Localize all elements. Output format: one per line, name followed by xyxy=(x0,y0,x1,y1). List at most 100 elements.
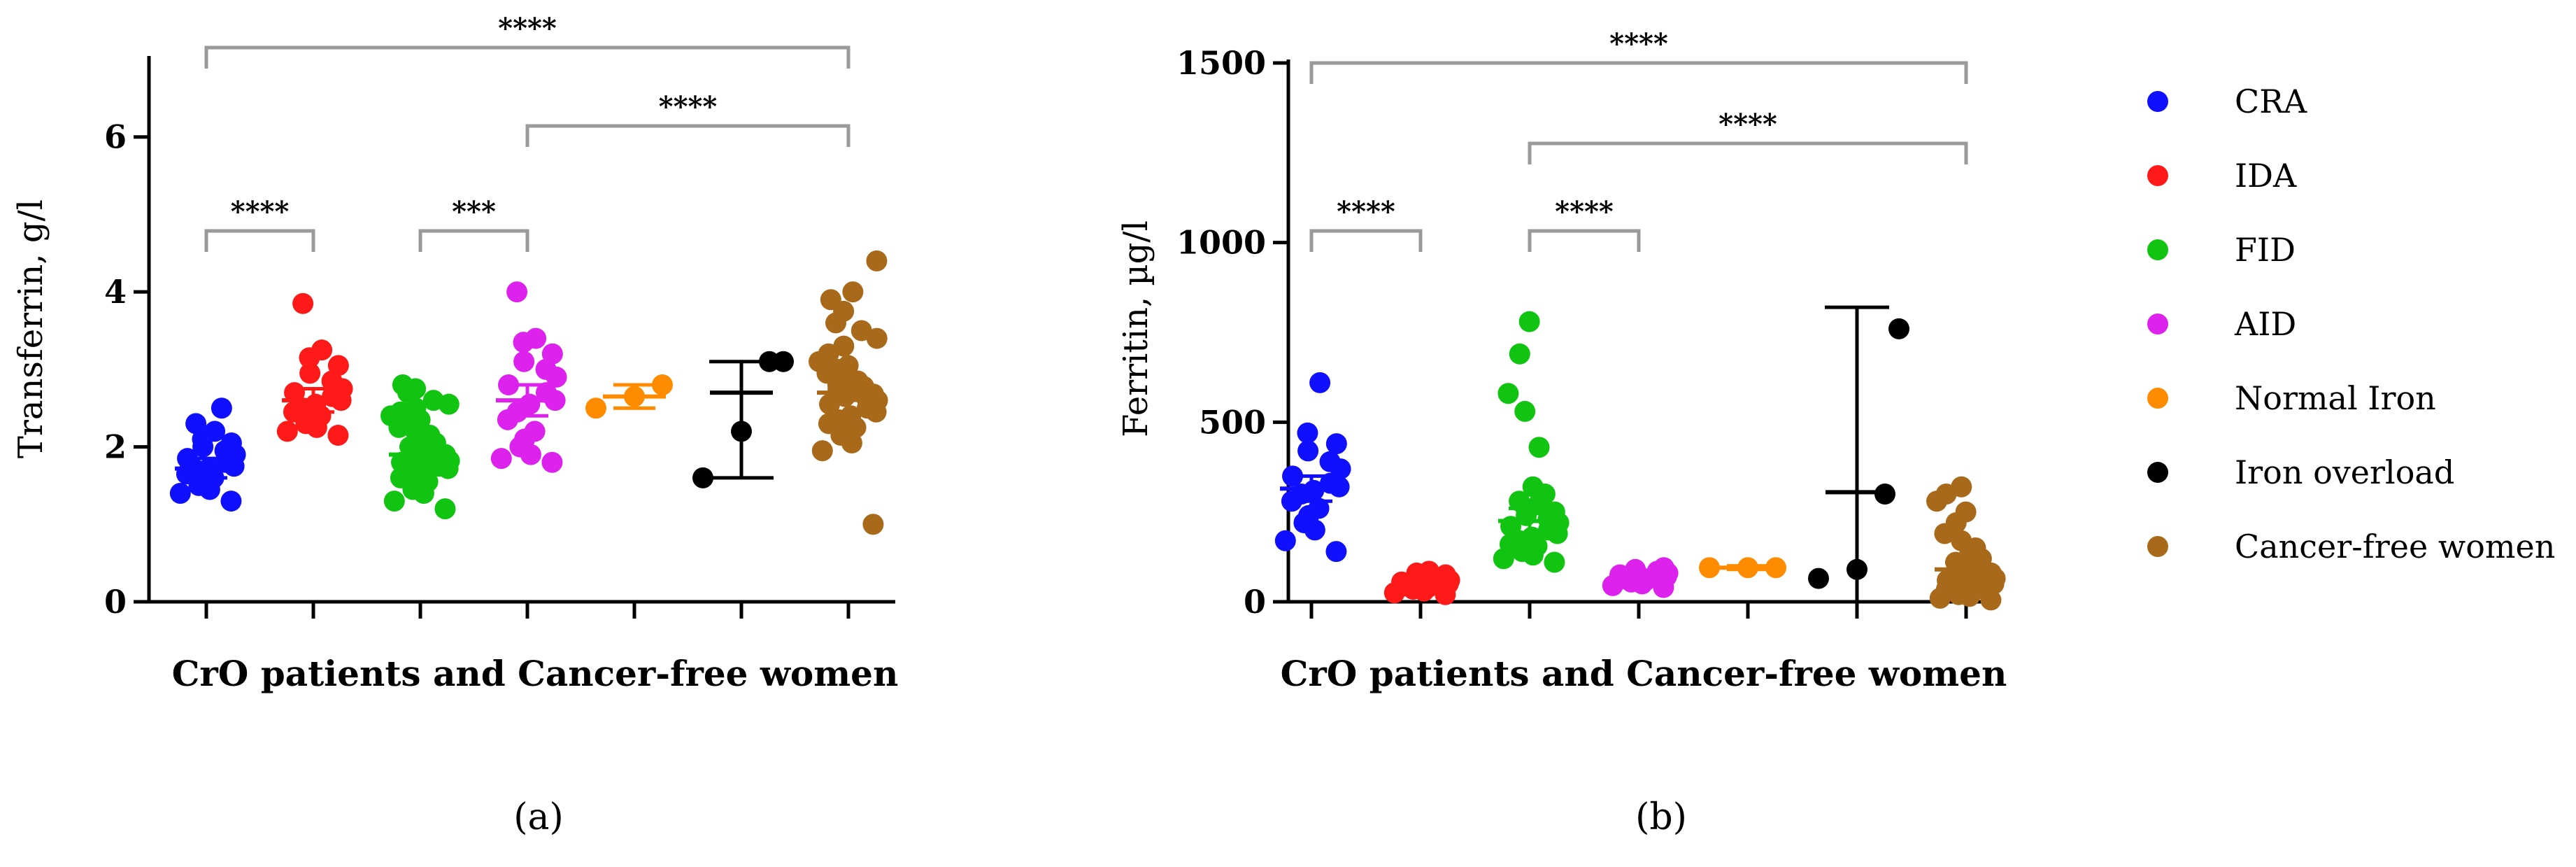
legend-marker xyxy=(2147,462,2168,483)
y-tick-label: 4 xyxy=(104,273,127,311)
panel-a-transferrin-chart: 0 2 4 6 Transferrin, g/l CrO patients and Can… xyxy=(11,12,898,838)
series-normal-iron xyxy=(585,374,673,419)
y-tick-label: 0 xyxy=(104,583,127,621)
data-point xyxy=(490,448,512,470)
legend-marker xyxy=(2147,239,2168,260)
data-point xyxy=(405,397,427,419)
legend-item: Normal Iron xyxy=(2147,379,2436,417)
data-point xyxy=(1308,498,1330,519)
series-fid xyxy=(1493,311,1570,573)
y-tick-label: 500 xyxy=(1199,403,1266,441)
data-point xyxy=(392,374,413,395)
significance-bracket: **** xyxy=(525,90,851,147)
legend-label: Normal Iron xyxy=(2235,379,2436,417)
data-point xyxy=(1980,589,2002,611)
data-point xyxy=(1544,551,1565,573)
data-point xyxy=(1522,476,1544,498)
data-point xyxy=(652,374,673,395)
data-point xyxy=(311,339,333,361)
significance-label: **** xyxy=(1337,195,1395,228)
legend-item: Cancer-free women xyxy=(2147,528,2555,565)
data-point xyxy=(276,421,298,442)
data-point xyxy=(692,467,713,488)
bracket-line xyxy=(1309,229,1423,252)
significance-bracket: **** xyxy=(1309,195,1423,252)
data-point xyxy=(1435,564,1456,586)
data-point xyxy=(422,390,444,411)
data-point xyxy=(1699,557,1720,579)
legend-item: Iron overload xyxy=(2147,453,2454,491)
y-tick-label: 1500 xyxy=(1176,44,1266,82)
data-point xyxy=(204,421,226,442)
series-fid xyxy=(380,374,460,520)
significance-bracket: *** xyxy=(418,195,529,252)
series-normal-iron xyxy=(1699,557,1786,579)
legend-item: FID xyxy=(2147,231,2296,269)
series-cra xyxy=(1274,372,1351,563)
x-axis-label: CrO patients and Cancer-free women xyxy=(172,653,899,694)
data-point xyxy=(862,514,884,535)
significance-bracket: **** xyxy=(1528,195,1641,252)
bracket-line xyxy=(1309,61,1968,84)
significance-label: **** xyxy=(1718,108,1777,141)
data-point xyxy=(1274,530,1296,551)
legend-marker xyxy=(2147,313,2168,334)
significance-label: **** xyxy=(1555,195,1614,228)
data-point xyxy=(1888,318,1909,339)
series-iron-overload xyxy=(1808,305,1909,604)
data-point xyxy=(1808,568,1829,589)
data-point xyxy=(541,343,563,365)
significance-label: **** xyxy=(659,90,718,123)
legend-label: Cancer-free women xyxy=(2235,528,2555,565)
legend-label: CRA xyxy=(2235,83,2307,120)
data-point xyxy=(434,498,456,520)
y-axis-label: Transferrin, g/l xyxy=(11,199,50,458)
series-aid xyxy=(490,281,567,473)
data-point xyxy=(1497,383,1519,404)
data-point xyxy=(541,451,563,473)
data-point xyxy=(840,405,862,427)
data-point xyxy=(383,491,405,512)
data-point xyxy=(220,432,242,454)
series-iron-overload xyxy=(692,351,794,488)
legend-item: CRA xyxy=(2147,83,2307,120)
data-point xyxy=(811,440,833,462)
series-cancer-free-women xyxy=(1926,476,2006,611)
bracket-line xyxy=(1528,229,1641,252)
data-point xyxy=(1418,561,1440,582)
panel-b-ferritin-chart: 0 500 1000 1500 Ferritin, µg/l CrO patients a… xyxy=(1116,27,2007,838)
significance-label: **** xyxy=(1609,27,1668,60)
legend-marker xyxy=(2147,536,2168,557)
legend-marker xyxy=(2147,91,2168,112)
data-point xyxy=(851,320,872,341)
data-point xyxy=(585,397,606,419)
series-aid xyxy=(1602,557,1679,598)
significance-bracket: **** xyxy=(204,195,315,252)
data-point xyxy=(1518,311,1540,332)
data-point xyxy=(1325,541,1347,563)
data-point xyxy=(833,335,855,357)
data-point xyxy=(866,250,888,272)
data-point xyxy=(837,355,859,376)
significance-bracket: **** xyxy=(204,12,851,69)
significance-label: **** xyxy=(231,195,290,228)
bracket-line xyxy=(204,45,851,69)
data-point xyxy=(1509,491,1530,512)
panel-label: (a) xyxy=(513,796,564,838)
legend: CRA IDA FID AID Normal Iron Iron overload Canc… xyxy=(2147,83,2555,565)
y-tick-label: 0 xyxy=(1244,583,1266,621)
legend-marker xyxy=(2147,388,2168,409)
significance-label: **** xyxy=(498,12,557,45)
legend-marker xyxy=(2147,165,2168,186)
series-cra xyxy=(169,397,246,512)
bracket-line xyxy=(204,229,315,252)
data-point xyxy=(1319,451,1341,472)
data-point xyxy=(1951,530,1972,551)
data-point xyxy=(1653,557,1674,579)
data-point xyxy=(1297,440,1319,462)
legend-label: AID xyxy=(2234,305,2296,343)
bracket-line xyxy=(525,124,851,147)
y-tick-label: 6 xyxy=(104,118,127,156)
data-point xyxy=(1528,437,1550,458)
legend-item: AID xyxy=(2147,305,2296,343)
